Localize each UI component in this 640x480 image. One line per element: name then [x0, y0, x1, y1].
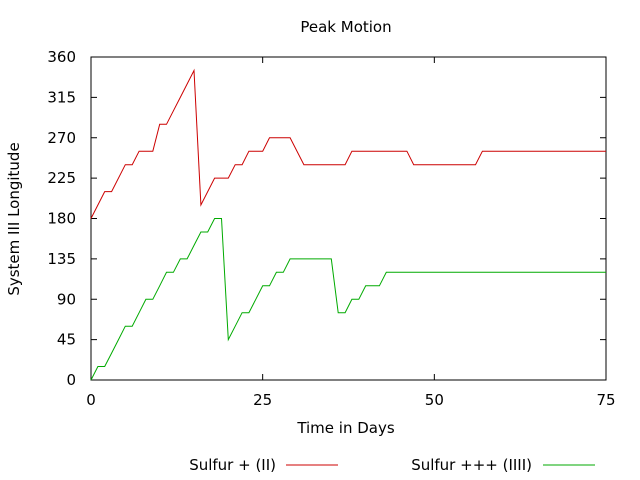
x-tick-label: 50: [425, 391, 444, 409]
series-line-2: [90, 218, 606, 381]
y-tick-label: 45: [57, 331, 76, 349]
series-lines: [90, 68, 606, 381]
y-tick-label: 180: [47, 210, 76, 228]
series-line-1: [90, 68, 606, 219]
legend-label-2: Sulfur +++ (IIII): [411, 456, 532, 474]
y-tick-label: 225: [47, 169, 76, 187]
y-tick-label: 360: [47, 48, 76, 66]
axis-ticks: 0 45 90 135 180 225 270 315 360 0 25 50 75: [47, 48, 615, 409]
x-tick-label: 75: [596, 391, 615, 409]
y-tick-label: 135: [47, 250, 76, 268]
x-tick-label: 25: [253, 391, 272, 409]
y-axis-label: System III Longitude: [5, 142, 23, 295]
chart-title: Peak Motion: [300, 18, 391, 36]
x-tick-label: 0: [86, 391, 96, 409]
y-tick-label: 90: [57, 290, 76, 308]
y-tick-label: 315: [47, 88, 76, 106]
y-tick-label: 270: [47, 129, 76, 147]
legend-label-1: Sulfur + (II): [189, 456, 276, 474]
x-axis-label: Time in Days: [296, 419, 395, 437]
plot-frame: [90, 56, 607, 381]
legend: Sulfur + (II) Sulfur +++ (IIII): [189, 456, 595, 474]
y-tick-label: 0: [66, 371, 76, 389]
